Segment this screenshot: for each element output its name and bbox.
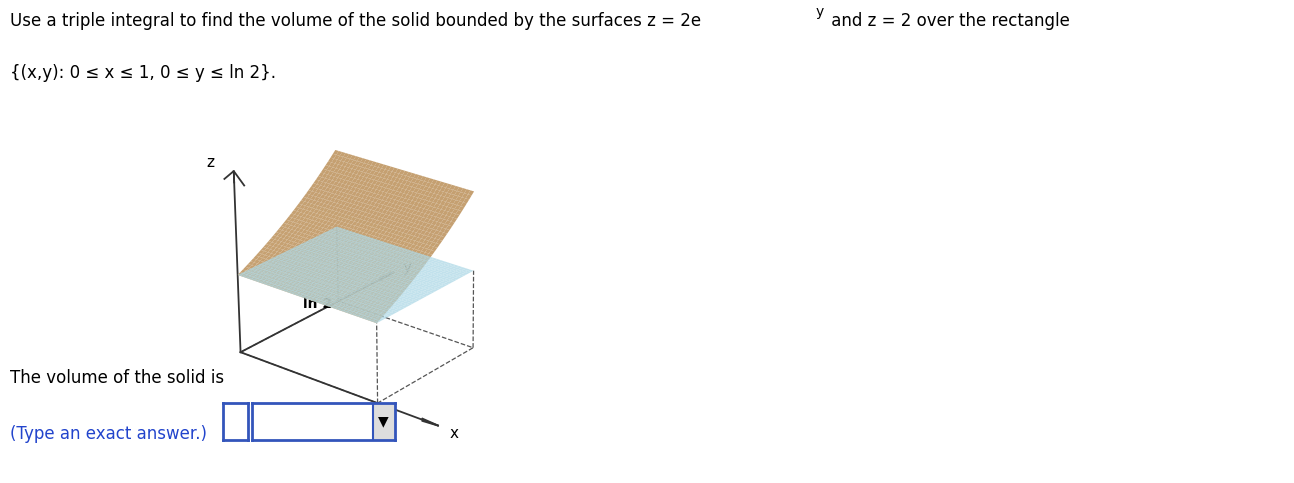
Text: ▼: ▼: [378, 414, 388, 428]
Text: {(x,y): 0 ≤ x ≤ 1, 0 ≤ y ≤ ln 2}.: {(x,y): 0 ≤ x ≤ 1, 0 ≤ y ≤ ln 2}.: [10, 64, 277, 82]
Text: (Type an exact answer.): (Type an exact answer.): [10, 425, 207, 443]
Bar: [373, 403, 395, 440]
Text: y: y: [815, 5, 823, 19]
Text: Use a triple integral to find the volume of the solid bounded by the surfaces z : Use a triple integral to find the volume…: [10, 12, 701, 30]
Text: and z = 2 over the rectangle: and z = 2 over the rectangle: [826, 12, 1069, 30]
Text: The volume of the solid is: The volume of the solid is: [10, 369, 224, 387]
